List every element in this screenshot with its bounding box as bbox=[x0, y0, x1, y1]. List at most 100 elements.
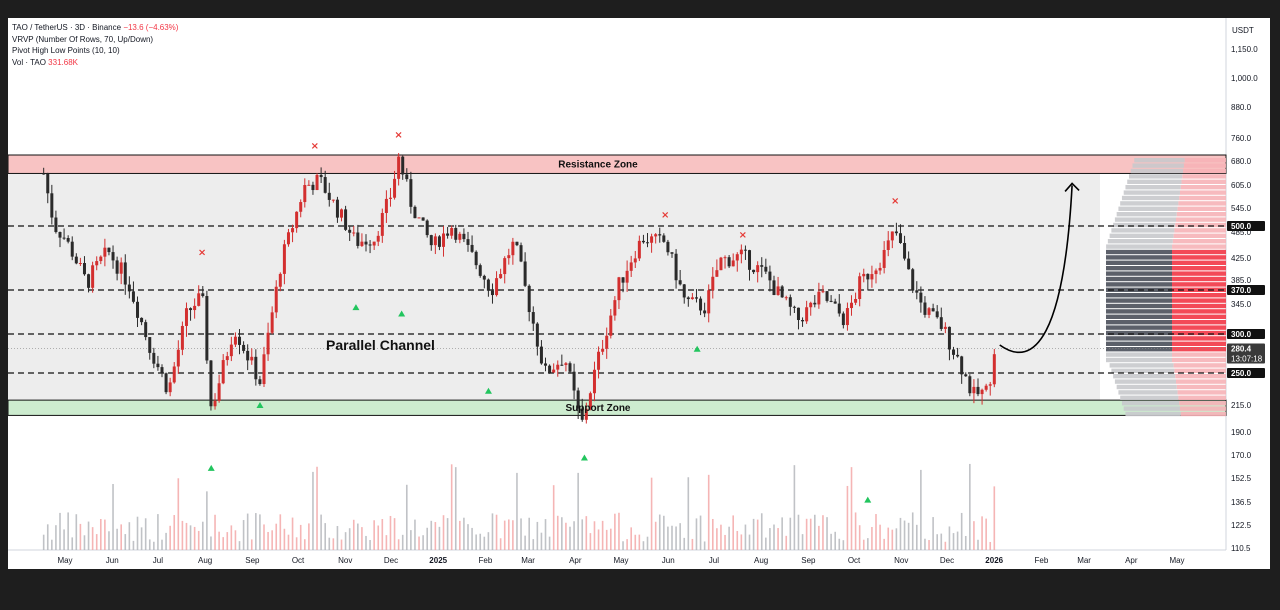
candle[interactable] bbox=[58, 231, 62, 248]
candle[interactable] bbox=[82, 256, 86, 276]
candle[interactable] bbox=[633, 250, 637, 268]
candle[interactable] bbox=[943, 322, 947, 334]
candle[interactable] bbox=[601, 339, 605, 355]
candle[interactable] bbox=[915, 281, 919, 300]
candle[interactable] bbox=[825, 291, 829, 303]
candle[interactable] bbox=[490, 283, 494, 304]
candle[interactable] bbox=[854, 292, 858, 306]
candle[interactable] bbox=[197, 285, 201, 307]
candle[interactable] bbox=[168, 377, 172, 397]
candle[interactable] bbox=[796, 307, 800, 330]
candle[interactable] bbox=[686, 296, 690, 307]
candle[interactable] bbox=[446, 226, 450, 239]
candle[interactable] bbox=[46, 172, 50, 204]
candle[interactable] bbox=[140, 317, 144, 326]
candle[interactable] bbox=[221, 354, 225, 385]
candle[interactable] bbox=[984, 383, 988, 392]
candle[interactable] bbox=[384, 190, 388, 223]
candle[interactable] bbox=[756, 261, 760, 283]
candle[interactable] bbox=[858, 272, 862, 307]
candle[interactable] bbox=[238, 329, 242, 355]
candle[interactable] bbox=[433, 233, 437, 255]
candle[interactable] bbox=[629, 255, 633, 277]
candle[interactable] bbox=[401, 155, 405, 180]
candle[interactable] bbox=[886, 231, 890, 257]
candle[interactable] bbox=[344, 205, 348, 231]
candle[interactable] bbox=[662, 233, 666, 243]
candle[interactable] bbox=[115, 256, 119, 281]
candle[interactable] bbox=[233, 332, 237, 347]
candle[interactable] bbox=[617, 276, 621, 309]
candle[interactable] bbox=[980, 388, 984, 405]
candle[interactable] bbox=[731, 253, 735, 267]
candle[interactable] bbox=[454, 224, 458, 243]
candle[interactable] bbox=[54, 210, 58, 234]
candle[interactable] bbox=[625, 260, 629, 292]
candle[interactable] bbox=[703, 302, 707, 318]
candle[interactable] bbox=[935, 305, 939, 319]
candle[interactable] bbox=[690, 293, 694, 300]
candle[interactable] bbox=[923, 296, 927, 318]
candle[interactable] bbox=[584, 402, 588, 424]
candle[interactable] bbox=[956, 347, 960, 358]
candle[interactable] bbox=[805, 300, 809, 324]
candle[interactable] bbox=[748, 249, 752, 281]
candle[interactable] bbox=[62, 228, 66, 240]
legend-indicator-pivots[interactable]: Pivot High Low Points (10, 10) bbox=[12, 46, 120, 55]
candle[interactable] bbox=[78, 257, 82, 266]
candle[interactable] bbox=[809, 301, 813, 316]
candle[interactable] bbox=[588, 391, 592, 411]
candle[interactable] bbox=[572, 363, 576, 400]
candle[interactable] bbox=[360, 233, 364, 247]
candle[interactable] bbox=[837, 294, 841, 317]
candle[interactable] bbox=[988, 381, 992, 396]
candle[interactable] bbox=[735, 252, 739, 272]
candle[interactable] bbox=[442, 226, 446, 257]
candle[interactable] bbox=[882, 241, 886, 274]
candle[interactable] bbox=[499, 268, 503, 279]
candle[interactable] bbox=[42, 167, 46, 175]
candle[interactable] bbox=[295, 211, 299, 233]
candle[interactable] bbox=[225, 351, 229, 366]
candle[interactable] bbox=[274, 280, 278, 319]
candle[interactable] bbox=[74, 253, 78, 265]
legend-indicator-vrvp[interactable]: VRVP (Number Of Rows, 70, Up/Down) bbox=[12, 34, 154, 44]
candle[interactable] bbox=[91, 261, 95, 293]
candle[interactable] bbox=[764, 258, 768, 275]
candle[interactable] bbox=[152, 347, 156, 369]
candle[interactable] bbox=[752, 269, 756, 275]
candle[interactable] bbox=[380, 208, 384, 243]
candle[interactable] bbox=[784, 295, 788, 301]
candle[interactable] bbox=[156, 355, 160, 371]
candle[interactable] bbox=[229, 336, 233, 362]
candle[interactable] bbox=[894, 222, 898, 236]
legend-volume[interactable]: Vol · TAO 331.68K bbox=[12, 57, 178, 69]
candle[interactable] bbox=[972, 379, 976, 404]
candle[interactable] bbox=[707, 284, 711, 323]
candle[interactable] bbox=[327, 182, 331, 207]
candle[interactable] bbox=[531, 306, 535, 331]
candle[interactable] bbox=[458, 231, 462, 244]
candle[interactable] bbox=[246, 344, 250, 371]
candle[interactable] bbox=[164, 372, 168, 395]
candle[interactable] bbox=[482, 274, 486, 289]
candle[interactable] bbox=[201, 286, 205, 298]
candle[interactable] bbox=[927, 307, 931, 319]
candle[interactable] bbox=[650, 233, 654, 253]
candle[interactable] bbox=[992, 348, 996, 388]
candle[interactable] bbox=[409, 171, 413, 214]
candle[interactable] bbox=[209, 360, 213, 411]
candle[interactable] bbox=[176, 340, 180, 374]
candle[interactable] bbox=[694, 289, 698, 303]
candle[interactable] bbox=[780, 285, 784, 298]
candle[interactable] bbox=[527, 284, 531, 322]
candle[interactable] bbox=[519, 242, 523, 263]
candle[interactable] bbox=[470, 235, 474, 253]
candle[interactable] bbox=[388, 187, 392, 207]
candle[interactable] bbox=[123, 254, 127, 295]
candle[interactable] bbox=[299, 199, 303, 218]
candle[interactable] bbox=[772, 275, 776, 296]
candle[interactable] bbox=[87, 273, 91, 293]
candle[interactable] bbox=[503, 256, 507, 284]
candle[interactable] bbox=[148, 337, 152, 360]
